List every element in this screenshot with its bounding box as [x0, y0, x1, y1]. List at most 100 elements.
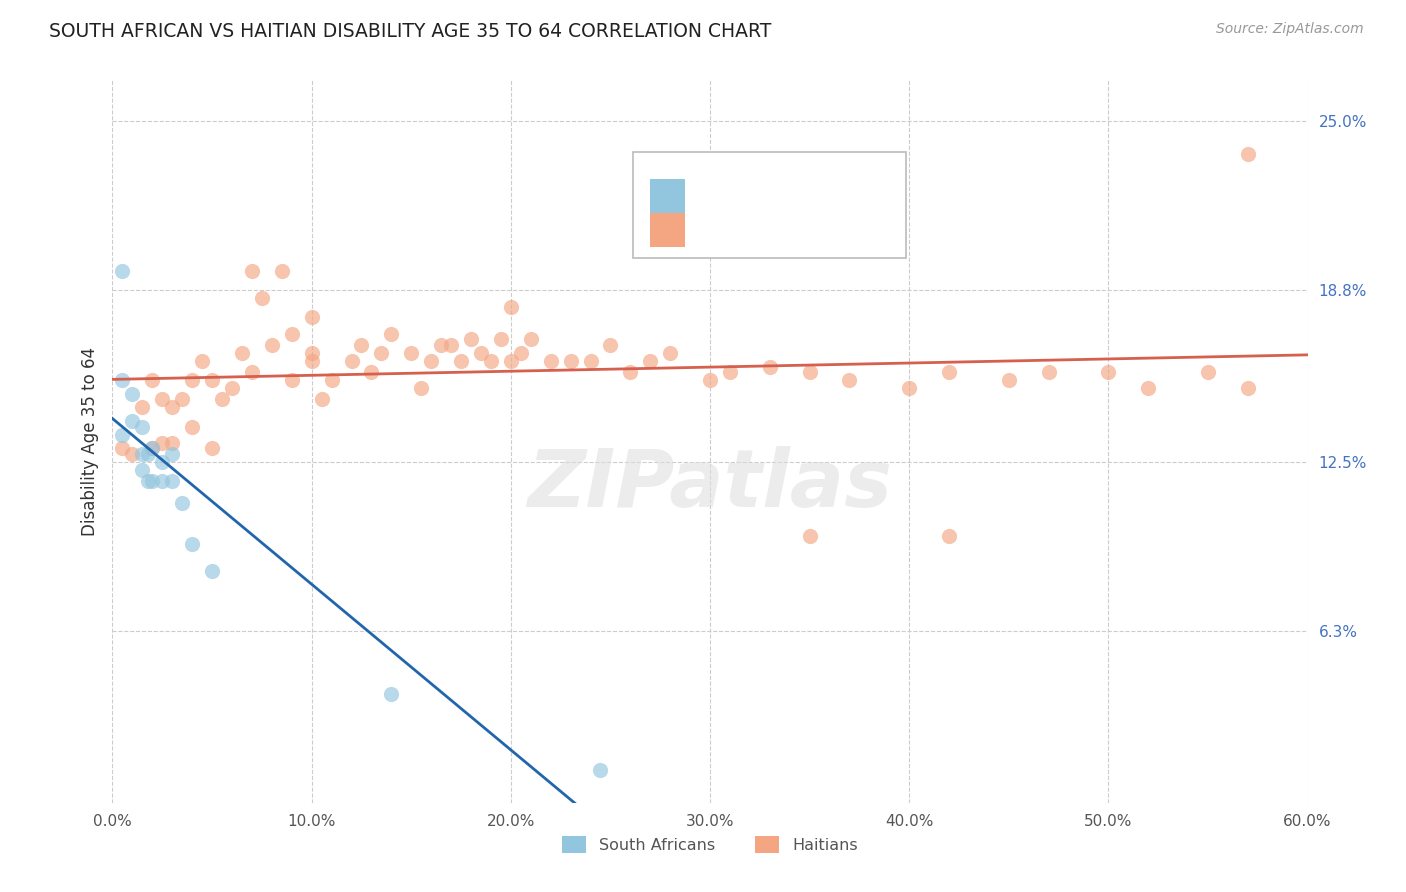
Point [240, 264, 263, 278]
Point [579, 354, 602, 368]
Point [221, 381, 243, 395]
Point [499, 300, 522, 314]
Point [838, 373, 860, 387]
Point [938, 365, 960, 379]
Point [138, 474, 160, 488]
Point [401, 346, 423, 360]
Point [640, 354, 662, 368]
Point [141, 442, 163, 456]
Point [121, 447, 143, 461]
Point [141, 442, 163, 456]
Text: ZIPatlas: ZIPatlas [527, 446, 893, 524]
Point [111, 442, 134, 456]
Point [191, 354, 214, 368]
Point [301, 346, 323, 360]
Point [998, 373, 1021, 387]
Point [162, 401, 183, 415]
Point [440, 337, 463, 351]
Point [450, 354, 472, 368]
Point [489, 332, 512, 346]
Point [759, 359, 782, 374]
Point [201, 442, 224, 456]
Point [380, 687, 402, 701]
Text: SOUTH AFRICAN VS HAITIAN DISABILITY AGE 35 TO 64 CORRELATION CHART: SOUTH AFRICAN VS HAITIAN DISABILITY AGE … [49, 22, 772, 41]
Point [520, 332, 543, 346]
Point [718, 365, 741, 379]
Point [150, 392, 173, 407]
Text: R =  0.130   N = 72: R = 0.130 N = 72 [696, 223, 869, 238]
Point [172, 392, 194, 407]
Point [370, 346, 392, 360]
Point [420, 354, 443, 368]
Point [479, 354, 502, 368]
Point [1038, 365, 1060, 379]
Point [281, 373, 304, 387]
Point [1097, 365, 1119, 379]
Point [111, 427, 134, 442]
Point [1237, 147, 1260, 161]
Point [181, 537, 204, 551]
Point [111, 373, 134, 387]
Point [181, 419, 204, 434]
Point [121, 387, 143, 401]
Point [301, 310, 323, 325]
Bar [650, 213, 685, 247]
Point [360, 365, 382, 379]
Point [181, 373, 204, 387]
Point [301, 354, 323, 368]
Point [138, 447, 160, 461]
Point [240, 365, 263, 379]
Y-axis label: Disability Age 35 to 64: Disability Age 35 to 64 [80, 347, 98, 536]
Point [211, 392, 233, 407]
Text: R = -0.588   N = 21: R = -0.588 N = 21 [696, 189, 869, 204]
Point [380, 326, 402, 341]
Point [121, 414, 143, 428]
Point [162, 436, 183, 450]
Point [172, 496, 194, 510]
Point [499, 354, 522, 368]
Point [150, 455, 173, 469]
Point [1237, 381, 1260, 395]
Bar [650, 179, 685, 213]
Point [1137, 381, 1160, 395]
Point [150, 436, 173, 450]
Point [141, 373, 163, 387]
Point [430, 337, 453, 351]
Point [799, 528, 821, 542]
Point [131, 447, 153, 461]
Point [111, 264, 134, 278]
Point [699, 373, 721, 387]
Point [470, 346, 492, 360]
Point [141, 474, 163, 488]
Point [250, 292, 273, 306]
Point [131, 463, 153, 477]
Point [509, 346, 531, 360]
Point [659, 346, 682, 360]
Point [898, 381, 921, 395]
Point [311, 392, 333, 407]
Point [1197, 365, 1219, 379]
Point [201, 564, 224, 578]
Point [150, 474, 173, 488]
Legend: South Africans, Haitians: South Africans, Haitians [555, 830, 865, 860]
Point [560, 354, 582, 368]
Point [321, 373, 343, 387]
Point [350, 337, 373, 351]
Point [599, 337, 621, 351]
Point [131, 401, 153, 415]
Text: Source: ZipAtlas.com: Source: ZipAtlas.com [1216, 22, 1364, 37]
Point [340, 354, 363, 368]
Point [270, 264, 292, 278]
Point [260, 337, 283, 351]
Point [131, 419, 153, 434]
Point [411, 381, 433, 395]
Point [201, 373, 224, 387]
Point [281, 326, 304, 341]
Point [231, 346, 253, 360]
Point [619, 365, 641, 379]
Point [162, 474, 183, 488]
Point [162, 447, 183, 461]
Point [460, 332, 482, 346]
Point [589, 763, 612, 777]
Point [799, 365, 821, 379]
